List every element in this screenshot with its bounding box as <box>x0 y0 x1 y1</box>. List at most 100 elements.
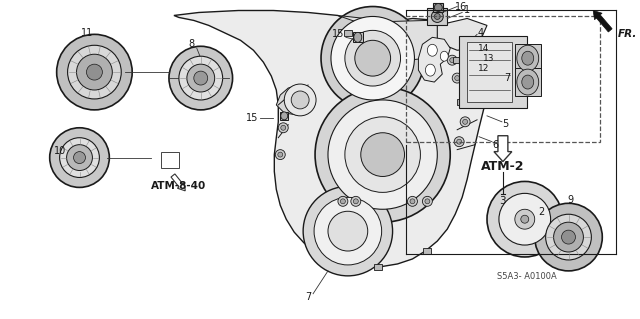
Ellipse shape <box>355 40 390 76</box>
Circle shape <box>460 117 470 127</box>
Circle shape <box>281 125 285 130</box>
Ellipse shape <box>521 215 529 223</box>
Text: ATM-8-40: ATM-8-40 <box>151 182 206 191</box>
Text: 7: 7 <box>305 292 311 302</box>
Ellipse shape <box>522 51 534 65</box>
Circle shape <box>463 119 468 124</box>
Circle shape <box>454 76 460 81</box>
Ellipse shape <box>328 211 368 251</box>
Ellipse shape <box>435 13 440 19</box>
Text: 16: 16 <box>455 2 467 11</box>
Text: 7: 7 <box>504 73 510 83</box>
Text: 2: 2 <box>538 207 545 217</box>
FancyArrow shape <box>171 174 185 191</box>
Ellipse shape <box>179 56 223 100</box>
Text: 8: 8 <box>189 39 195 49</box>
Polygon shape <box>338 15 452 60</box>
Ellipse shape <box>169 46 232 110</box>
Ellipse shape <box>77 54 112 90</box>
Polygon shape <box>276 85 314 115</box>
FancyArrow shape <box>494 136 512 161</box>
Text: 5: 5 <box>502 119 508 129</box>
Ellipse shape <box>361 133 404 176</box>
Circle shape <box>454 137 464 147</box>
Circle shape <box>275 150 285 160</box>
Ellipse shape <box>345 30 401 86</box>
Text: 10: 10 <box>54 146 66 156</box>
Ellipse shape <box>522 75 534 89</box>
Circle shape <box>465 100 470 104</box>
Bar <box>353 32 363 42</box>
Ellipse shape <box>67 145 92 171</box>
Bar <box>457 99 465 105</box>
Bar <box>459 36 527 108</box>
Text: 9: 9 <box>568 195 573 205</box>
Bar <box>374 264 381 270</box>
Ellipse shape <box>60 138 99 177</box>
Ellipse shape <box>345 117 420 192</box>
Ellipse shape <box>431 11 444 22</box>
Circle shape <box>462 97 472 107</box>
Ellipse shape <box>435 4 442 11</box>
Bar <box>428 8 447 26</box>
Ellipse shape <box>68 45 121 99</box>
Bar <box>467 42 512 102</box>
Ellipse shape <box>86 64 102 80</box>
Circle shape <box>351 197 361 206</box>
FancyArrow shape <box>593 11 612 32</box>
Ellipse shape <box>561 230 575 244</box>
Ellipse shape <box>187 64 214 92</box>
Text: 1: 1 <box>464 5 470 16</box>
Ellipse shape <box>440 51 448 61</box>
Text: 6: 6 <box>492 140 498 150</box>
Circle shape <box>422 197 433 206</box>
Circle shape <box>452 73 462 83</box>
Circle shape <box>338 197 348 206</box>
Ellipse shape <box>303 186 392 276</box>
Ellipse shape <box>315 87 450 222</box>
Ellipse shape <box>426 64 435 76</box>
Text: 4: 4 <box>478 28 484 38</box>
Ellipse shape <box>291 91 309 109</box>
Ellipse shape <box>554 222 584 252</box>
Polygon shape <box>174 11 489 267</box>
Bar <box>161 152 179 167</box>
Circle shape <box>435 48 440 53</box>
Ellipse shape <box>487 182 563 257</box>
Ellipse shape <box>517 45 539 71</box>
Text: S5A3- A0100A: S5A3- A0100A <box>497 272 557 281</box>
Text: 11: 11 <box>81 28 93 38</box>
Ellipse shape <box>74 152 86 164</box>
Ellipse shape <box>314 197 381 265</box>
Ellipse shape <box>534 203 602 271</box>
Circle shape <box>353 199 358 204</box>
Text: ATM-2: ATM-2 <box>481 160 525 173</box>
Circle shape <box>425 199 430 204</box>
Ellipse shape <box>546 214 591 260</box>
Circle shape <box>447 55 457 65</box>
Bar <box>280 112 288 120</box>
Ellipse shape <box>517 69 539 95</box>
Bar <box>406 17 600 142</box>
Bar <box>344 30 352 36</box>
Ellipse shape <box>281 112 288 120</box>
Circle shape <box>408 197 417 206</box>
Ellipse shape <box>284 84 316 116</box>
Circle shape <box>278 123 288 133</box>
Circle shape <box>410 199 415 204</box>
Ellipse shape <box>57 34 132 110</box>
Ellipse shape <box>194 71 208 85</box>
Ellipse shape <box>321 6 424 110</box>
Text: 3: 3 <box>500 196 506 206</box>
Ellipse shape <box>515 209 534 229</box>
Polygon shape <box>437 19 487 50</box>
Text: 12: 12 <box>478 64 490 73</box>
Ellipse shape <box>499 193 550 245</box>
Circle shape <box>340 199 346 204</box>
Bar <box>433 3 444 12</box>
Text: 13: 13 <box>483 54 495 63</box>
Text: 15: 15 <box>332 29 344 39</box>
Ellipse shape <box>50 128 109 187</box>
Circle shape <box>450 58 454 63</box>
Text: 15: 15 <box>246 113 259 123</box>
